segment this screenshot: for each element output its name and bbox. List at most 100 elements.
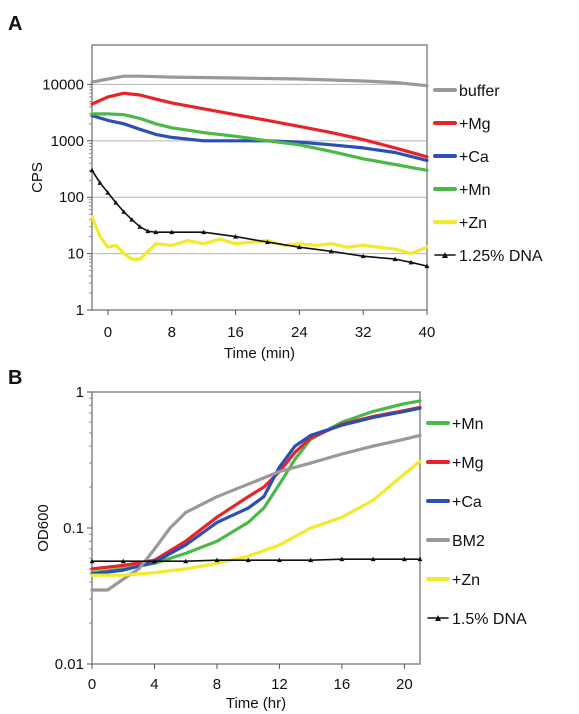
panel-a-point-ca — [393, 151, 397, 154]
panel-b-legend-label-ca: +Ca — [452, 494, 482, 511]
panel-a-chart: 1 10 100 1000 10000 0 8 16 24 32 40 Time (min) CPS bu… — [29, 44, 543, 362]
panel-b-point-1-5-dna — [120, 558, 126, 564]
panel-b-series-ca — [90, 406, 422, 576]
panel-b-point-mn — [246, 521, 250, 524]
panel-b-point-ca — [309, 434, 312, 437]
panel-a-point-1-25-dna — [89, 167, 95, 173]
panel-a-x-axis-label: Time (min) — [224, 345, 295, 362]
panel-b-point-mn — [184, 552, 187, 555]
panel-a-point-mg — [202, 107, 205, 110]
panel-a-point-ca — [154, 133, 158, 136]
panel-a-point-mg — [266, 119, 269, 122]
panel-a-point-zn — [409, 252, 413, 255]
panel-a-point-mg — [154, 97, 158, 101]
panel-b-point-zn — [418, 459, 422, 463]
panel-a-legend-marker-1-25-dna — [442, 252, 448, 258]
panel-a-point-zn — [425, 245, 429, 249]
panel-a-point-zn — [130, 257, 134, 261]
panel-b-point-1-5-dna — [370, 556, 376, 562]
panel-a-point-1-25-dna — [201, 229, 207, 235]
panel-b-legend-label-mn: +Mn — [452, 416, 484, 433]
panel-b-legend-label-1-5-dna: 1.5% DNA — [452, 611, 527, 628]
panel-a-point-ca — [202, 139, 205, 143]
panel-a-point-zn — [114, 244, 118, 247]
panel-a-point-zn — [377, 245, 381, 249]
panel-a-point-mn — [122, 113, 126, 116]
panel-b-point-ca — [262, 495, 266, 498]
panel-b-point-ca — [215, 521, 219, 524]
panel-a-x-tick-label-0: 0 — [104, 324, 112, 341]
panel-a-point-zn — [250, 240, 253, 244]
panel-a-point-1-25-dna — [97, 180, 103, 185]
panel-a-point-mg — [330, 131, 333, 134]
panel-a-series-mn — [90, 112, 429, 172]
panel-a-point-buffer — [106, 77, 110, 81]
panel-a-point-mn — [202, 131, 205, 134]
panel-a-y-tick-label-4: 10000 — [42, 76, 84, 93]
panel-b-point-bm2 — [418, 434, 422, 437]
panel-b-y-tick-label-1: 0.1 — [63, 520, 84, 537]
panel-a-point-1-25-dna — [105, 190, 111, 195]
panel-a-point-buffer — [234, 76, 237, 80]
panel-a-point-mn — [138, 117, 142, 120]
panel-b-x-tick-label-5: 20 — [396, 676, 413, 693]
panel-a-point-zn — [98, 235, 102, 238]
panel-a-point-1-25-dna — [121, 209, 127, 214]
panel-a-point-buffer — [361, 79, 365, 83]
panel-a-legend-label-buffer: buffer — [459, 83, 500, 100]
panel-b-point-ca — [418, 407, 422, 410]
panel-b-point-zn — [340, 516, 344, 519]
panel-b-point-ca — [371, 416, 375, 419]
panel-b-legend-label-mg: +Mg — [452, 455, 484, 472]
panel-a-point-zn — [138, 257, 142, 261]
panel-a-point-1-25-dna — [296, 244, 302, 250]
panel-a-point-1-25-dna — [145, 228, 151, 234]
panel-b-point-zn — [309, 526, 312, 530]
panel-a-series-buffer — [90, 74, 429, 88]
panel-b-series-1-5-dna — [91, 558, 421, 563]
panel-a-y-axis-label: CPS — [29, 162, 46, 193]
panel-a-legend-label-1-25-dna: 1.25% DNA — [459, 248, 543, 265]
panel-a-point-zn — [218, 238, 221, 241]
panel-a-point-mg — [361, 138, 365, 141]
panel-a-point-buffer — [138, 74, 142, 78]
panel-b-point-1-5-dna — [214, 557, 220, 563]
panel-b-point-zn — [90, 573, 94, 577]
panel-a-point-zn — [202, 242, 205, 245]
panel-b-point-1-5-dna — [151, 558, 157, 564]
panel-b-point-mn — [403, 402, 406, 405]
panel-b-letter: B — [8, 367, 22, 389]
panel-b-point-mg — [246, 495, 250, 498]
panel-a-y-tick-label-0: 1 — [76, 302, 84, 319]
panel-a-point-1-25-dna — [392, 256, 398, 262]
panel-b-point-1-5-dna — [245, 557, 251, 563]
panel-b-point-mn — [371, 410, 375, 413]
panel-a-x-tick-label-5: 40 — [419, 324, 436, 341]
panel-b-point-1-5-dna — [401, 556, 407, 562]
panel-b-point-mg — [293, 451, 297, 454]
panel-a-y-tick-label-1: 10 — [67, 246, 84, 263]
panel-b-series-mg — [90, 405, 422, 571]
panel-a-point-mn — [330, 150, 333, 153]
panel-a-point-buffer — [425, 84, 429, 87]
panel-a-x-tick-label-1: 8 — [168, 324, 176, 341]
panel-b-point-mg — [215, 516, 219, 519]
panel-a-plot-frame — [91, 44, 428, 311]
panel-b-y-tick-label-2: 1 — [76, 384, 84, 401]
panel-b-legend-label-bm2: BM2 — [452, 533, 485, 550]
panel-a-point-ca — [361, 146, 365, 150]
panel-b-point-mn — [418, 399, 422, 403]
panel-b-series-zn — [90, 459, 422, 577]
panel-b-point-zn — [278, 543, 281, 547]
panel-b-point-bm2 — [184, 511, 187, 514]
panel-b-point-ca — [184, 543, 187, 547]
panel-a-point-mn — [298, 143, 301, 146]
panel-b-point-zn — [153, 571, 156, 574]
panel-b-point-1-5-dna — [89, 558, 95, 564]
panel-b-point-1-5-dna — [276, 557, 282, 563]
panel-a-point-1-25-dna — [153, 229, 159, 235]
panel-b-point-mn — [293, 458, 297, 461]
panel-b-point-ca — [246, 506, 250, 510]
panel-a-point-buffer — [170, 75, 173, 79]
panel-a-point-ca — [234, 139, 237, 143]
